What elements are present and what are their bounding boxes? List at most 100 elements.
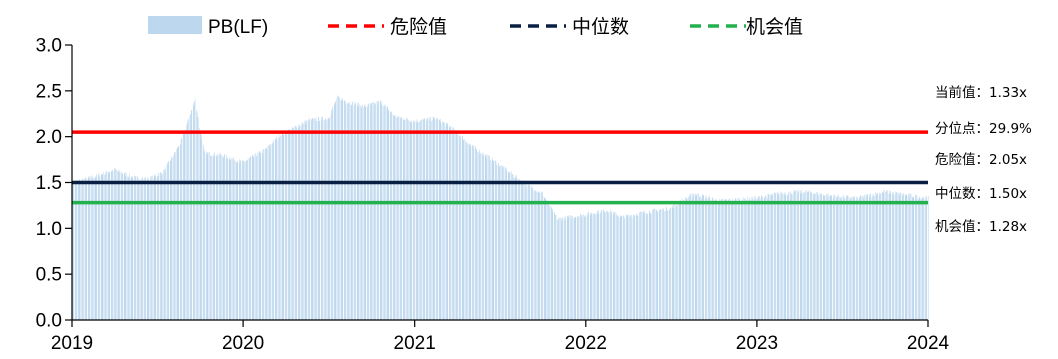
pb-bar bbox=[820, 195, 821, 320]
pb-bar bbox=[462, 136, 464, 320]
pb-bar bbox=[331, 110, 333, 320]
reference-lines bbox=[72, 130, 928, 205]
pb-bar bbox=[471, 145, 473, 320]
pb-bar bbox=[437, 118, 439, 321]
pb-bar bbox=[115, 168, 116, 320]
pb-bar bbox=[590, 215, 591, 320]
pb-bar bbox=[289, 128, 291, 320]
pb-bar bbox=[468, 143, 470, 320]
pb-bar bbox=[432, 117, 434, 320]
pb-bar bbox=[454, 131, 455, 320]
pb-bar bbox=[672, 205, 674, 320]
pb-bar bbox=[905, 195, 906, 320]
pb-bar bbox=[478, 151, 479, 320]
pb-bar bbox=[168, 161, 170, 320]
pb-bar bbox=[742, 196, 744, 320]
pb-bar bbox=[541, 192, 543, 320]
pb-bar bbox=[216, 155, 217, 320]
pb-bar bbox=[192, 105, 194, 320]
pb-bar bbox=[744, 198, 745, 320]
pb-bar bbox=[916, 196, 918, 320]
pb-bar bbox=[236, 162, 238, 320]
pb-bar bbox=[524, 183, 526, 320]
pb-bar bbox=[793, 190, 795, 320]
pb-bar bbox=[334, 102, 336, 320]
pb-bar bbox=[255, 155, 257, 320]
pb-bar bbox=[259, 150, 261, 320]
pb-bar bbox=[587, 215, 589, 320]
pb-bar bbox=[781, 194, 783, 320]
pb-bar bbox=[409, 120, 411, 321]
pb-bar bbox=[137, 176, 138, 320]
pb-bar bbox=[793, 190, 794, 320]
pb-bar bbox=[294, 126, 296, 320]
pb-bar bbox=[233, 156, 234, 320]
pb-bar bbox=[370, 104, 371, 320]
pb-bar bbox=[225, 158, 227, 320]
pb-bar bbox=[155, 176, 156, 320]
pb-bar bbox=[821, 193, 823, 320]
annotation-row: 机会值：1.28x bbox=[935, 219, 1027, 235]
pb-bar bbox=[578, 216, 580, 320]
pb-bar bbox=[672, 208, 674, 320]
pb-bar bbox=[850, 198, 852, 320]
pb-bar bbox=[379, 102, 381, 321]
pb-bar bbox=[314, 117, 316, 320]
pb-bar bbox=[693, 194, 694, 320]
pb-bar bbox=[151, 179, 153, 320]
pb-bar bbox=[293, 127, 294, 320]
pb-bar bbox=[591, 212, 592, 320]
pb-bar bbox=[644, 212, 645, 320]
pb-bar bbox=[841, 196, 842, 320]
pb-bar bbox=[679, 204, 681, 320]
pb-bar bbox=[725, 199, 727, 320]
pb-bar bbox=[350, 104, 351, 320]
pb-bar bbox=[304, 120, 306, 320]
pb-bar bbox=[761, 195, 763, 320]
pb-bar bbox=[307, 119, 309, 320]
pb-bar bbox=[98, 174, 99, 320]
pb-bar bbox=[193, 101, 195, 320]
pb-bar bbox=[95, 176, 97, 320]
pb-bar bbox=[325, 118, 327, 320]
annotation-row: 危险值：2.05x bbox=[935, 152, 1027, 168]
pb-bar bbox=[751, 199, 753, 320]
pb-bar bbox=[607, 212, 609, 320]
pb-bar bbox=[466, 142, 467, 320]
pb-bar bbox=[874, 195, 875, 320]
pb-bar bbox=[142, 177, 143, 320]
pb-bar bbox=[777, 192, 778, 320]
pb-bar bbox=[657, 210, 659, 320]
pb-bar bbox=[673, 204, 675, 320]
pb-bar bbox=[557, 220, 558, 320]
pb-bar bbox=[633, 214, 634, 320]
pb-bar bbox=[837, 196, 839, 320]
pb-bar bbox=[223, 157, 224, 320]
pb-bar bbox=[664, 211, 665, 320]
pb-bar bbox=[725, 199, 726, 320]
pb-bar bbox=[704, 198, 706, 320]
pb-bar bbox=[555, 215, 556, 320]
pb-bar bbox=[624, 219, 625, 320]
pb-bar bbox=[188, 119, 189, 320]
pb-bar bbox=[526, 186, 527, 320]
pb-bar bbox=[780, 194, 782, 320]
pb-bar bbox=[76, 180, 77, 320]
pb-bar bbox=[897, 192, 898, 320]
pb-bar bbox=[403, 120, 404, 320]
pb-bar bbox=[341, 100, 342, 321]
pb-bar bbox=[115, 169, 117, 320]
pb-bar bbox=[102, 174, 103, 320]
pb-bar bbox=[361, 104, 363, 320]
pb-bar bbox=[377, 104, 378, 320]
pb-bar bbox=[439, 120, 441, 321]
pb-bar bbox=[197, 113, 198, 320]
pb-bar bbox=[252, 156, 254, 320]
pb-bar bbox=[791, 194, 792, 320]
pb-bar bbox=[583, 216, 585, 320]
pb-bar bbox=[158, 176, 159, 320]
pb-bar bbox=[390, 112, 392, 320]
pb-bar bbox=[604, 212, 605, 320]
pb-bar bbox=[692, 196, 693, 320]
pb-bar bbox=[443, 122, 444, 320]
